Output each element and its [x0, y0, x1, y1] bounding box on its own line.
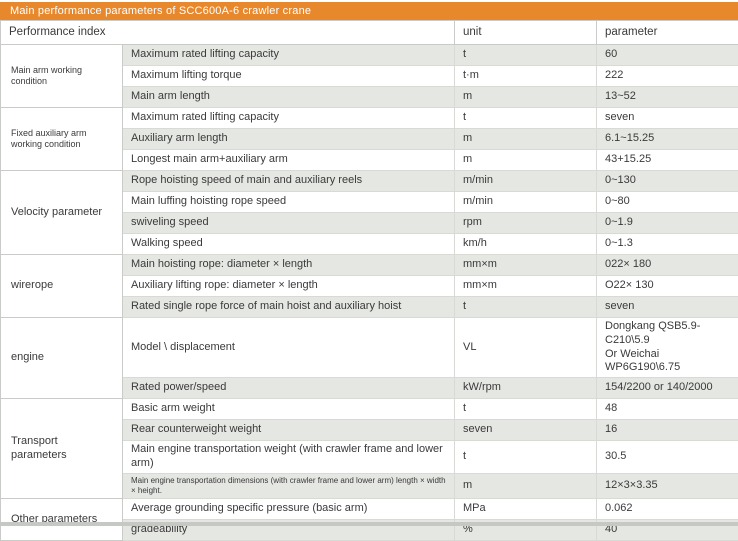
parameter-cell: 6.1~15.25 [597, 129, 738, 150]
unit-cell: t [455, 441, 597, 474]
unit-cell: mm×m [455, 255, 597, 276]
unit-cell: MPa [455, 499, 597, 520]
group-cell: Main arm working condition [1, 45, 123, 108]
unit-cell: VL [455, 318, 597, 378]
header-unit: unit [455, 21, 597, 45]
parameter-cell: 43+15.25 [597, 150, 738, 171]
unit-cell: m [455, 129, 597, 150]
unit-cell: rpm [455, 213, 597, 234]
index-cell: Main hoisting rope: diameter × length [123, 255, 455, 276]
parameter-cell: 60 [597, 45, 738, 66]
parameter-line: Or Weichai WP6G190\6.75 [605, 348, 680, 374]
table-title: Main performance parameters of SCC600A-6… [0, 2, 738, 20]
group-cell: wirerope [1, 255, 123, 318]
parameter-cell: seven [597, 108, 738, 129]
spec-sheet-page: Main performance parameters of SCC600A-6… [0, 2, 738, 526]
header-row: Performance index unit parameter [1, 21, 738, 45]
parameter-cell: 30.5 [597, 441, 738, 474]
unit-cell: km/h [455, 234, 597, 255]
group-cell: engine [1, 318, 123, 399]
parameter-line: Dongkang QSB5.9-C210\5.9 [605, 320, 700, 346]
index-cell: Basic arm weight [123, 399, 455, 420]
index-cell: Average grounding specific pressure (bas… [123, 499, 455, 520]
index-cell: Main arm length [123, 87, 455, 108]
unit-cell: t·m [455, 66, 597, 87]
unit-cell: t [455, 297, 597, 318]
index-cell: Auxiliary arm length [123, 129, 455, 150]
index-cell: Longest main arm+auxiliary arm [123, 150, 455, 171]
unit-cell: t [455, 45, 597, 66]
index-cell: Main engine transportation weight (with … [123, 441, 455, 474]
unit-cell: m [455, 473, 597, 499]
unit-cell: t [455, 108, 597, 129]
index-cell: Rear counterweight weight [123, 420, 455, 441]
index-cell: Rated single rope force of main hoist an… [123, 297, 455, 318]
parameters-table: Performance index unit parameter Main ar… [0, 20, 738, 541]
index-cell: Rated power/speed [123, 378, 455, 399]
group-cell: Other parameters [1, 499, 123, 541]
index-cell: Walking speed [123, 234, 455, 255]
unit-cell: m [455, 150, 597, 171]
parameter-cell: 0~1.9 [597, 213, 738, 234]
index-cell: Main luffing hoisting rope speed [123, 192, 455, 213]
parameter-cell: 16 [597, 420, 738, 441]
index-cell: swiveling speed [123, 213, 455, 234]
parameter-cell: 13~52 [597, 87, 738, 108]
index-cell: Maximum lifting torque [123, 66, 455, 87]
header-parameter: parameter [597, 21, 738, 45]
parameter-cell: 48 [597, 399, 738, 420]
group-cell: Transport parameters [1, 399, 123, 499]
index-cell: Rope hoisting speed of main and auxiliar… [123, 171, 455, 192]
index-cell: Maximum rated lifting capacity [123, 45, 455, 66]
unit-cell: m [455, 87, 597, 108]
unit-cell: kW/rpm [455, 378, 597, 399]
bottom-divider [0, 522, 738, 526]
unit-cell: t [455, 399, 597, 420]
unit-cell: m/min [455, 192, 597, 213]
parameter-cell: 0~130 [597, 171, 738, 192]
index-cell: Main engine transportation dimensions (w… [123, 473, 455, 499]
header-performance-index: Performance index [1, 21, 455, 45]
index-cell: Auxiliary lifting rope: diameter × lengt… [123, 276, 455, 297]
unit-cell: m/min [455, 171, 597, 192]
parameter-cell: 0.062 [597, 499, 738, 520]
unit-cell: mm×m [455, 276, 597, 297]
parameter-cell: 0~1.3 [597, 234, 738, 255]
parameter-cell: O22× 130 [597, 276, 738, 297]
parameter-cell: 154/2200 or 140/2000 [597, 378, 738, 399]
group-cell: Fixed auxiliary arm working condition [1, 108, 123, 171]
index-cell: Maximum rated lifting capacity [123, 108, 455, 129]
parameter-cell: 022× 180 [597, 255, 738, 276]
parameter-cell: 12×3×3.35 [597, 473, 738, 499]
index-cell: Model \ displacement [123, 318, 455, 378]
parameter-cell: seven [597, 297, 738, 318]
parameter-cell: 222 [597, 66, 738, 87]
parameter-cell: 0~80 [597, 192, 738, 213]
unit-cell: seven [455, 420, 597, 441]
group-cell: Velocity parameter [1, 171, 123, 255]
